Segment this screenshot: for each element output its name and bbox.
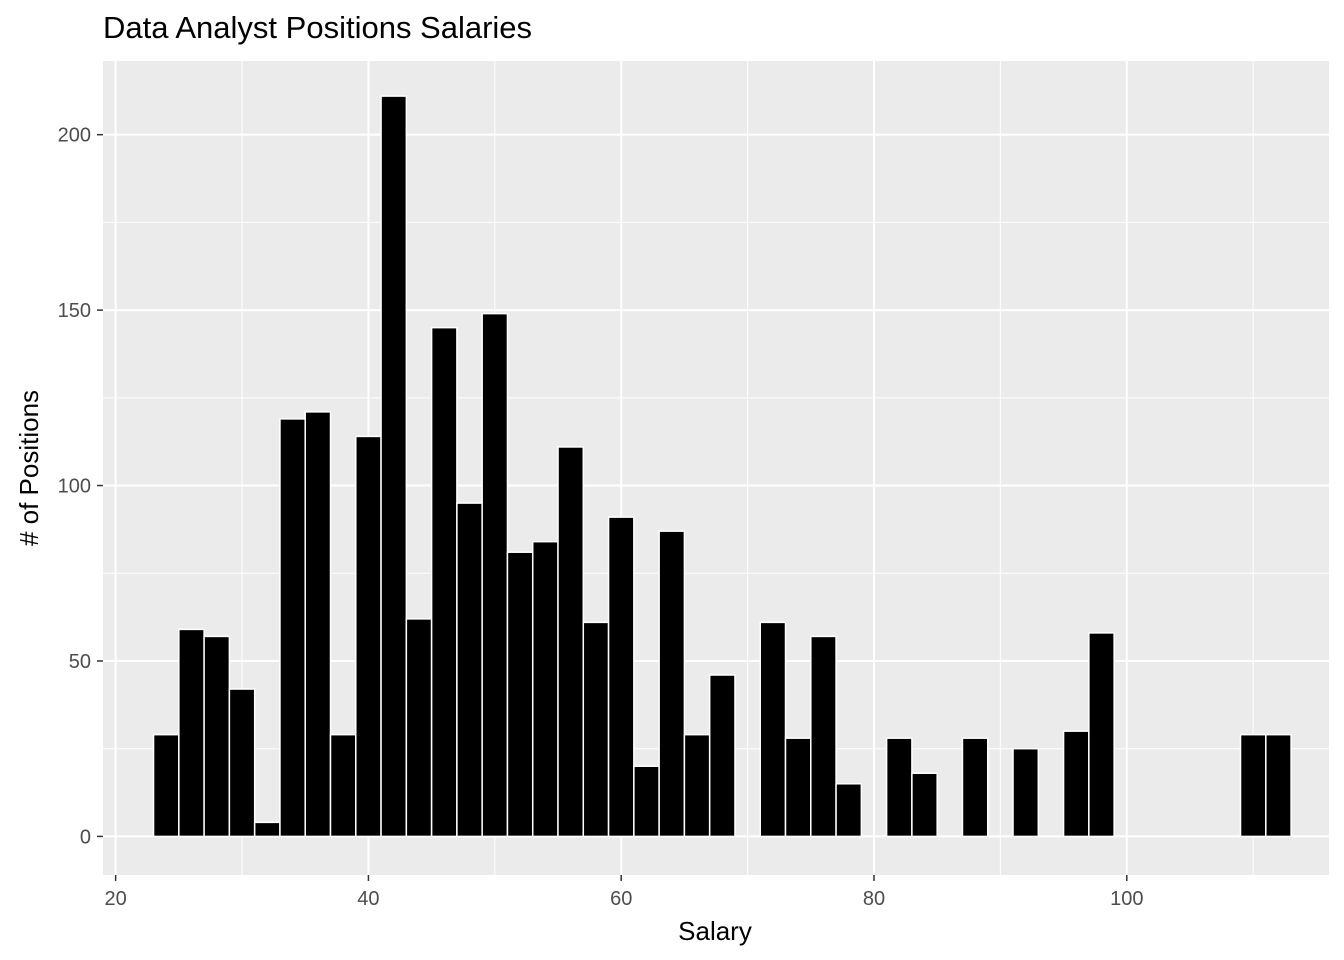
histogram-bar: [482, 314, 507, 837]
histogram-bar: [331, 735, 356, 837]
x-tick-label: 80: [863, 888, 885, 910]
histogram-bar: [760, 622, 785, 836]
histogram-bar: [583, 622, 608, 836]
histogram-bar: [1089, 633, 1114, 837]
x-tick-label: 60: [610, 888, 632, 910]
x-axis: 20 40 60 80 100: [105, 875, 1144, 910]
y-tick-label: 100: [58, 476, 91, 498]
histogram-bar: [204, 636, 229, 836]
histogram-bar: [786, 738, 811, 836]
x-axis-title: Salary: [678, 916, 752, 946]
histogram-bar: [962, 738, 987, 836]
histogram-bar: [684, 735, 709, 837]
histogram-bar: [255, 822, 280, 836]
histogram-bar: [887, 738, 912, 836]
histogram-bar: [634, 766, 659, 836]
histogram-bar: [558, 447, 583, 836]
histogram-bar: [305, 412, 330, 837]
histogram-bar: [659, 531, 684, 836]
histogram-bar: [229, 689, 254, 836]
histogram-bar: [710, 675, 735, 836]
y-axis-title: # of Positions: [14, 390, 44, 546]
histogram-bar: [836, 784, 861, 837]
histogram-bar: [1266, 735, 1291, 837]
x-tick-label: 100: [1110, 888, 1143, 910]
histogram-bar: [381, 96, 406, 836]
histogram-bar: [533, 542, 558, 837]
y-tick-label: 50: [69, 651, 91, 673]
histogram-bar: [457, 503, 482, 836]
y-tick-label: 150: [58, 300, 91, 322]
histogram-bar: [356, 436, 381, 836]
histogram-bar: [1013, 749, 1038, 837]
histogram-bar: [406, 619, 431, 837]
histogram-bar: [811, 636, 836, 836]
y-tick-label: 200: [58, 125, 91, 147]
histogram-bar: [912, 773, 937, 836]
y-axis: 0 50 100 150 200: [58, 125, 103, 849]
histogram-bar: [179, 629, 204, 836]
histogram-bar: [280, 419, 305, 837]
histogram-bar: [154, 735, 179, 837]
histogram-bar: [609, 517, 634, 836]
x-tick-label: 40: [357, 888, 379, 910]
histogram-bar: [1241, 735, 1266, 837]
y-tick-label: 0: [80, 826, 91, 848]
x-tick-label: 20: [105, 888, 127, 910]
histogram-bar: [507, 552, 532, 836]
histogram-bar: [1064, 731, 1089, 836]
histogram-bar: [432, 328, 457, 837]
